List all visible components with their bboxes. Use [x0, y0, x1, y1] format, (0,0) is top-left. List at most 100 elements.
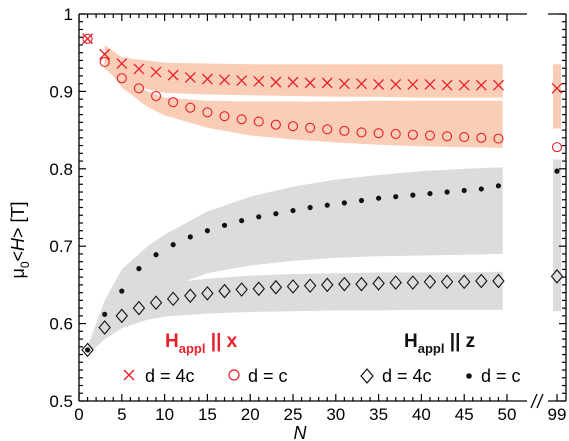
x-tick-label: 0 — [74, 405, 83, 424]
point-circle — [407, 129, 418, 140]
point-diamond — [81, 342, 94, 358]
point-circle — [459, 132, 470, 143]
band-3 — [104, 271, 503, 340]
legend-marker-circle — [228, 369, 240, 381]
point-diamond — [372, 276, 385, 291]
band-99-5 — [553, 159, 561, 312]
y-label-unit: [T] — [8, 201, 28, 227]
point-circle — [116, 73, 127, 84]
point-cross — [407, 78, 419, 90]
point-diamond — [166, 291, 180, 307]
point-cross — [458, 79, 470, 91]
point-circle — [339, 125, 350, 136]
point-diamond — [184, 288, 197, 304]
y-tick-label: 0.8 — [49, 160, 73, 179]
point-dot — [84, 347, 91, 353]
point-circle — [305, 122, 316, 133]
point-diamond — [115, 308, 129, 324]
point-diamond — [252, 281, 265, 297]
y-tick-label: 0.5 — [49, 392, 73, 411]
band-0 — [104, 45, 503, 98]
point-cross — [167, 69, 179, 81]
legend-group-z-title: Happl || z — [404, 331, 475, 356]
point-dot — [221, 222, 228, 228]
point-dot — [410, 192, 416, 198]
point-circle — [270, 119, 281, 130]
point-diamond — [355, 276, 368, 292]
point-diamond — [475, 273, 488, 289]
point-diamond — [492, 273, 505, 289]
point-dot — [478, 186, 484, 192]
point-cross — [270, 76, 282, 88]
svg-text:μ0<H> [T]: μ0<H> [T] — [8, 201, 32, 278]
point-dot — [358, 197, 365, 204]
point-diamond — [550, 269, 564, 284]
y-axis-label: μ0<H> [T] — [8, 201, 32, 278]
point-circle — [185, 102, 196, 113]
point-cross — [201, 73, 213, 85]
point-diamond — [149, 295, 163, 311]
point-cross — [492, 79, 504, 91]
point-dot — [324, 202, 330, 208]
point-dot — [119, 288, 125, 294]
point-dot — [393, 194, 399, 200]
point-dot — [170, 242, 176, 248]
x-axis-label: N — [294, 423, 308, 441]
legend-label-dot: d = c — [481, 366, 521, 386]
point-dot — [102, 311, 108, 317]
point-diamond — [406, 275, 420, 290]
point-dot — [341, 200, 347, 206]
break-mark-2 — [536, 393, 544, 409]
point-circle — [202, 107, 213, 118]
band-2 — [87, 167, 503, 355]
y-tick-label: 0.7 — [49, 237, 73, 256]
series-z-dot — [84, 168, 560, 353]
y-tick-label: 0.6 — [49, 315, 73, 334]
point-cross — [150, 66, 162, 78]
point-circle — [476, 132, 487, 143]
y-label-open: < — [8, 251, 28, 262]
point-diamond — [132, 300, 146, 316]
x-tick-label: 50 — [498, 405, 517, 424]
point-cross — [424, 78, 436, 90]
point-cross — [99, 48, 111, 60]
series-z-diamond — [81, 269, 564, 358]
point-circle — [99, 56, 110, 68]
legend-label-diamond: d = 4c — [382, 366, 432, 386]
point-circle — [133, 83, 144, 94]
point-dot — [153, 252, 159, 258]
point-cross — [356, 78, 367, 90]
point-diamond — [457, 274, 471, 290]
band-99-4 — [553, 64, 561, 129]
point-diamond — [423, 274, 437, 290]
legend-marker-dot — [466, 373, 472, 379]
y-label-close: > — [8, 227, 28, 238]
legend-marker-cross — [123, 369, 135, 381]
point-cross — [551, 82, 563, 94]
point-diamond — [269, 279, 283, 295]
tick-labels: 0 5 10 15 20 25 30 35 40 45 50 99 0.5 0.6 0.7 0.8 0.9 1 — [49, 5, 566, 424]
x-tick-label: 40 — [412, 405, 431, 424]
point-dot — [273, 211, 279, 217]
point-circle — [390, 128, 401, 140]
point-dot — [290, 207, 296, 214]
point-dot — [187, 234, 193, 240]
legend-label-circle: d = c — [248, 366, 288, 386]
point-circle — [168, 97, 179, 108]
point-circle — [150, 90, 162, 102]
point-diamond — [440, 274, 454, 290]
point-dot — [461, 187, 467, 194]
point-diamond — [321, 277, 334, 293]
point-cross — [184, 72, 196, 83]
point-dot — [554, 168, 560, 174]
point-circle — [356, 127, 367, 138]
point-circle — [373, 128, 384, 139]
point-diamond — [235, 282, 248, 297]
point-dot — [307, 204, 313, 211]
y-label-sub: 0 — [18, 261, 32, 268]
point-circle — [82, 33, 93, 44]
x-tick-label: 10 — [155, 405, 174, 424]
point-circle — [236, 114, 247, 125]
point-cross — [373, 78, 385, 90]
